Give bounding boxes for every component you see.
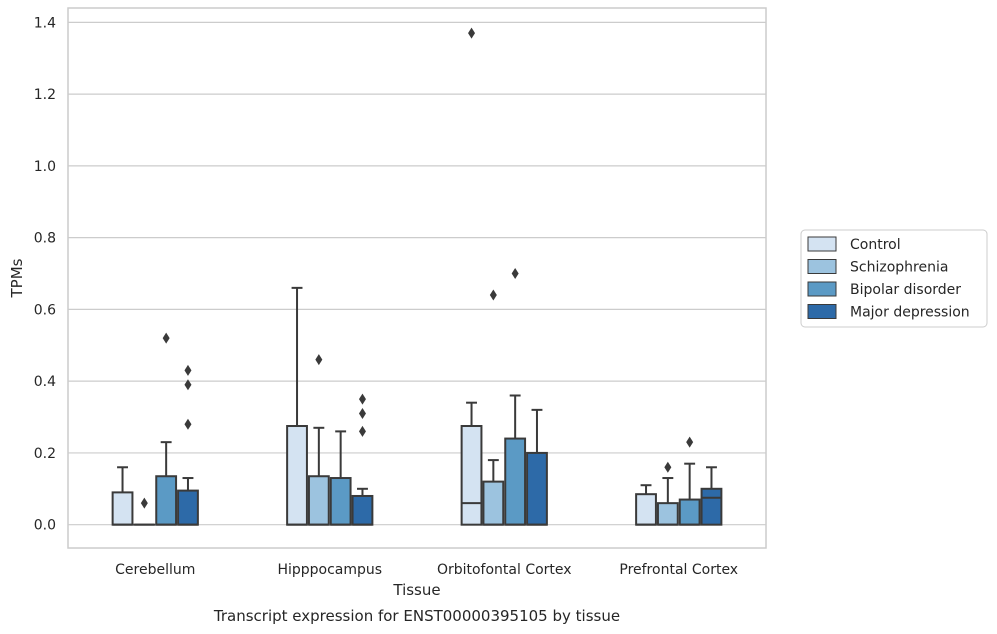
box-0-3 [177,364,199,526]
y-tick-label: 0.0 [34,518,56,534]
outlier-point [184,379,192,391]
box-body [111,491,134,526]
box-0-2 [155,332,178,526]
legend-swatch [807,236,837,252]
y-tick-label: 0.2 [34,446,56,462]
legend-label: Schizophrenia [850,260,948,276]
box-2-1 [482,289,505,526]
box-body [526,451,548,526]
box-body [329,477,352,526]
box-body [307,475,330,526]
outlier-point [358,407,366,419]
plot-area-frame [67,7,767,549]
box-body [460,425,483,526]
outlier-point [162,332,170,344]
outlier-point [664,461,672,473]
box-2-0 [460,27,483,526]
box-0-0 [111,466,134,526]
box-0-1 [133,497,156,526]
box-3-0 [635,484,657,526]
x-tick-label: Orbitofontal Cortex [437,562,572,578]
box-body [351,494,374,526]
legend-label: Bipolar disorder [850,282,961,298]
box-1-1 [307,354,330,526]
box-body [504,437,527,526]
x-tick-label: Hipppocampus [277,562,382,578]
box-body [656,502,679,526]
y-tick-label: 0.6 [34,302,56,318]
legend-swatch [807,281,837,297]
box-body [700,487,723,526]
box-2-2 [504,268,527,526]
box-body [482,480,505,526]
box-1-3 [351,393,374,526]
box-body [635,493,657,526]
box-3-2 [678,436,701,526]
outlier-point [489,289,497,301]
legend-label: Control [850,237,901,253]
outlier-point [686,436,694,448]
x-tick-label: Prefrontal Cortex [619,562,738,578]
gridlines [68,21,766,526]
outlier-point [184,364,192,376]
box-1-2 [329,430,352,526]
y-tick-label: 0.8 [34,231,56,247]
outlier-point [140,497,148,509]
box-3-3 [700,466,723,526]
y-tick-label: 1.4 [34,15,56,31]
x-tick-label: Cerebellum [115,562,195,578]
outlier-point [358,393,366,405]
y-tick-label: 0.4 [34,374,56,390]
box-2-3 [526,408,548,526]
box-3-1 [656,461,679,526]
box-body [678,498,701,526]
x-axis-ticks: Cerebellum Hipppocampus Orbitofontal Corte… [115,562,738,578]
legend-frame [800,229,988,328]
outlier-point [315,354,323,366]
y-tick-label: 1.0 [34,159,56,175]
chart-title: Transcript expression for ENST0000039510… [213,607,620,625]
legend-swatch [807,259,837,274]
box-body [177,489,199,526]
outlier-point [184,418,192,430]
boxplot-series [111,27,723,526]
x-axis-label: Tissue [392,581,440,599]
y-axis-ticks: 0.0 0.2 0.4 0.6 0.8 1.0 1.2 1.4 [34,15,56,533]
legend: Control Schizophrenia Bipolar disorder Majo… [800,229,988,328]
legend-label: Major depression [850,305,970,321]
box-body [286,425,308,526]
box-1-0 [286,286,308,526]
outlier-point [468,27,476,39]
outlier-point [511,268,519,280]
box-body [155,475,178,526]
y-axis-label: TPMs [8,258,26,298]
outlier-point [358,425,366,437]
y-tick-label: 1.2 [34,87,56,103]
legend-swatch [807,304,837,319]
